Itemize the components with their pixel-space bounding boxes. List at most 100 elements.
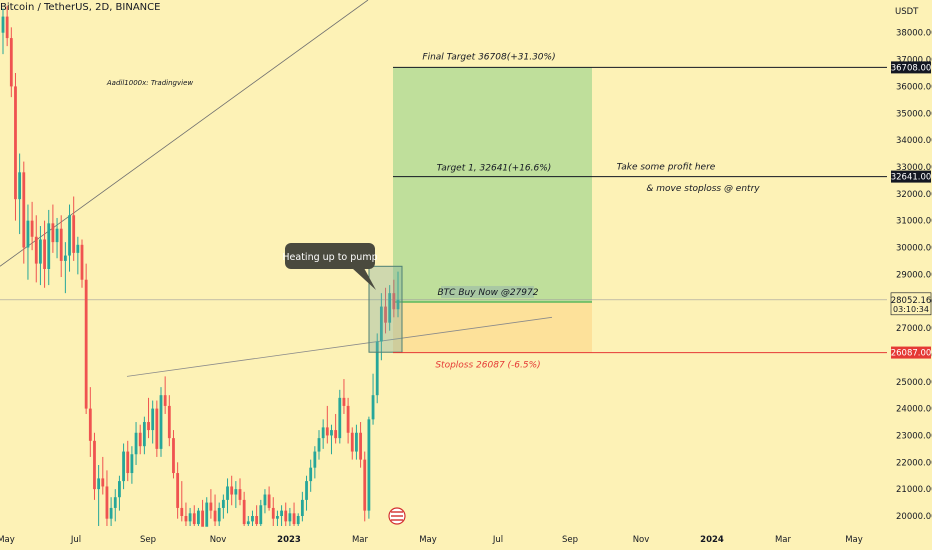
candle-body <box>292 513 296 525</box>
candle-body <box>18 172 22 200</box>
candle-body <box>30 220 34 237</box>
candle <box>276 510 279 526</box>
candle-body <box>238 489 242 500</box>
y-tick-label: 34000.00 <box>896 136 932 146</box>
candle <box>167 395 171 447</box>
y-tick-label: 38000.00 <box>896 29 932 39</box>
candle-body <box>43 239 46 269</box>
x-tick-label: Mar <box>775 535 792 545</box>
candle <box>325 405 329 444</box>
callout-text: Heating up to pump <box>282 252 377 263</box>
candle <box>197 507 200 526</box>
candle-body <box>217 507 221 522</box>
trend-line-upper <box>0 0 369 267</box>
candle-body <box>226 486 229 500</box>
y-tick-label: 21000.00 <box>896 485 932 495</box>
currency-label: USDT <box>895 7 919 17</box>
candle-body <box>363 459 367 511</box>
candle <box>105 470 109 526</box>
tag-target-1-bg <box>891 170 931 183</box>
candle <box>30 201 34 251</box>
candle <box>242 491 246 526</box>
y-tick-label: 33000.00 <box>896 163 932 173</box>
x-tick-label: 2023 <box>277 535 301 545</box>
candle <box>201 499 204 527</box>
candle-body <box>317 438 321 452</box>
candle <box>155 400 159 457</box>
trend-line-lower <box>126 316 553 377</box>
candle-body <box>188 513 192 522</box>
candle-body <box>167 405 171 439</box>
watermark: Aadil1000x: Tradingview <box>106 79 194 87</box>
candle-body <box>80 244 84 280</box>
y-tick-label: 35000.00 <box>896 109 932 119</box>
candle-body <box>63 255 67 261</box>
candle-body <box>384 306 387 323</box>
tag-stoploss: 26087.00 <box>891 349 932 359</box>
candle <box>230 475 234 506</box>
candle-body <box>26 220 30 248</box>
y-tick-label: 29000.00 <box>896 270 932 280</box>
candle-body <box>221 499 225 508</box>
candle <box>313 446 317 479</box>
candle <box>363 451 367 522</box>
tag-final-target: 36708.00 <box>891 63 932 73</box>
x-tick-label: Mar <box>352 535 369 545</box>
candle <box>68 204 71 272</box>
candle <box>334 413 338 444</box>
candle-body <box>379 306 383 342</box>
candle <box>217 502 221 526</box>
candle-body <box>305 481 308 500</box>
candle <box>205 497 209 527</box>
candle-body <box>163 395 167 406</box>
candle-body <box>213 510 217 522</box>
candle-body <box>201 510 204 527</box>
candle <box>271 497 275 526</box>
candle <box>259 499 263 526</box>
candle <box>346 397 350 444</box>
candle <box>367 416 371 519</box>
candle <box>51 204 55 253</box>
x-tick-label: May <box>0 535 15 545</box>
candle-body <box>255 516 259 525</box>
candle <box>118 475 121 511</box>
candle <box>1 8 5 55</box>
candle-body <box>209 502 213 511</box>
candle <box>138 424 142 455</box>
x-tick-label: May <box>419 535 437 545</box>
candle-body <box>197 510 200 525</box>
candle-body <box>325 427 329 436</box>
candle-body <box>118 481 121 498</box>
candle <box>359 422 362 468</box>
note-take-profit: Take some profit here <box>617 163 716 173</box>
candle <box>122 443 125 490</box>
candle-body <box>68 215 71 256</box>
tag-target-1: 32641.00 <box>891 173 932 183</box>
candle-body <box>276 516 279 519</box>
candle <box>213 494 217 526</box>
candle-body <box>246 521 250 525</box>
candle-body <box>392 293 396 310</box>
candle <box>97 464 101 526</box>
candle-body <box>147 422 150 431</box>
y-tick-label: 20000.00 <box>896 512 932 522</box>
candle-body <box>14 86 17 200</box>
y-tick-label: 32000.00 <box>896 190 932 200</box>
x-tick-label: Nov <box>633 535 650 545</box>
candle <box>18 153 22 235</box>
candle-body <box>359 432 362 460</box>
candle <box>255 505 259 526</box>
candle <box>267 486 271 511</box>
candle <box>59 215 63 278</box>
y-tick-label: 24000.00 <box>896 405 932 415</box>
x-tick-label: Jul <box>492 535 503 545</box>
candle <box>93 432 96 500</box>
candle-body <box>271 507 275 519</box>
candle <box>142 416 146 455</box>
candle <box>109 497 113 526</box>
candle-body <box>22 172 26 248</box>
candle <box>26 204 30 280</box>
candle-body <box>184 516 188 522</box>
